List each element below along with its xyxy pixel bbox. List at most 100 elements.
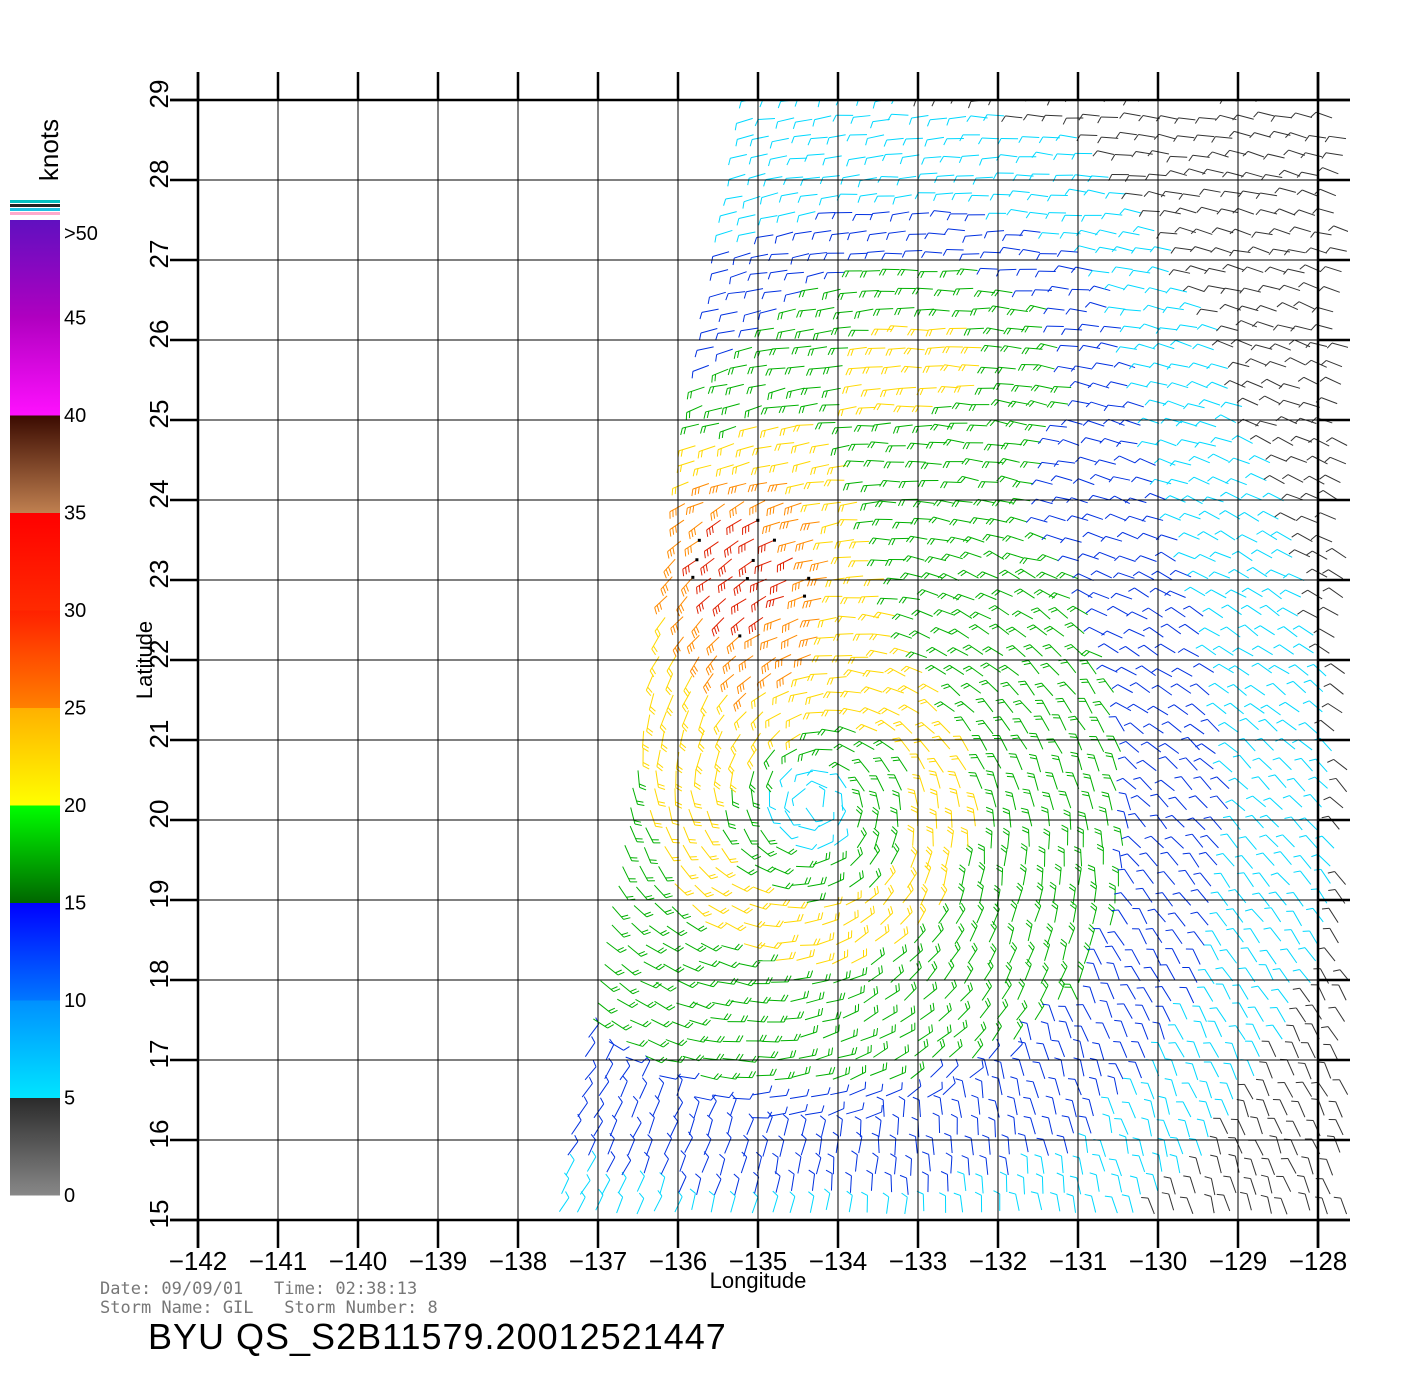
wind-barb xyxy=(1054,863,1062,885)
wind-barb xyxy=(1224,149,1247,156)
wind-barb xyxy=(1319,376,1342,385)
wind-barb xyxy=(657,1077,665,1100)
wind-barb xyxy=(1132,1137,1144,1157)
wind-barb xyxy=(931,922,944,943)
wind-barb xyxy=(893,405,915,413)
lon-tick-label: −141 xyxy=(249,1246,308,1276)
wind-barb xyxy=(1328,1006,1345,1022)
wind-barb xyxy=(1186,570,1209,580)
wind-barb xyxy=(669,519,685,537)
wind-barb xyxy=(982,646,1004,656)
wind-barb xyxy=(866,232,887,242)
wind-barb xyxy=(1240,1059,1255,1077)
wind-barb xyxy=(561,1172,570,1194)
wind-barb xyxy=(1225,1041,1239,1060)
wind-barb xyxy=(887,113,909,121)
wind-barb xyxy=(1209,1007,1227,1023)
wind-barb xyxy=(1292,987,1311,1003)
wind-barb xyxy=(1198,1100,1212,1119)
wind-barb xyxy=(968,624,990,635)
wind-barb xyxy=(1034,682,1054,697)
wind-barb xyxy=(671,1021,694,1029)
wind-barb xyxy=(1261,588,1282,600)
wind-barb xyxy=(727,364,747,376)
wind-barb xyxy=(894,287,916,295)
wind-barb xyxy=(772,1190,779,1213)
wind-barb xyxy=(860,1028,879,1042)
wind-barb xyxy=(665,673,673,696)
wind-barb xyxy=(1135,665,1156,677)
wind-barb xyxy=(1325,547,1347,559)
wind-barb xyxy=(807,346,828,357)
wind-barb xyxy=(767,482,788,493)
wind-barb xyxy=(1194,117,1217,124)
wind-barb xyxy=(789,1088,810,1099)
wind-barb xyxy=(1185,833,1204,848)
wind-barb xyxy=(782,1114,789,1136)
wind-barb xyxy=(735,1071,757,1079)
wind-barb xyxy=(1014,568,1036,579)
wind-barb xyxy=(837,406,857,417)
wind-barb xyxy=(1328,225,1348,232)
wind-barb xyxy=(1121,1194,1134,1213)
wind-barb xyxy=(1080,649,1103,658)
wind-barb xyxy=(832,1066,851,1080)
wind-barb xyxy=(1013,588,1035,599)
wind-barb xyxy=(957,1000,971,1021)
lon-tick-label: −135 xyxy=(729,1246,788,1276)
wind-barb xyxy=(964,214,986,222)
wind-barb xyxy=(1057,681,1076,695)
wind-barb xyxy=(880,365,901,375)
wind-barb xyxy=(689,1018,711,1026)
wind-barb xyxy=(1000,681,1019,696)
wind-barb xyxy=(1293,94,1314,99)
wind-barb xyxy=(1010,1037,1023,1057)
wind-barb xyxy=(925,846,933,869)
lat-tick-label: 19 xyxy=(144,880,174,909)
wind-barb xyxy=(962,234,983,243)
wind-barb xyxy=(722,829,740,845)
wind-barb xyxy=(910,805,919,827)
wind-barb xyxy=(1003,327,1025,335)
wind-barb xyxy=(718,1072,741,1080)
wind-barb xyxy=(890,632,912,639)
wind-barb xyxy=(790,253,810,265)
wind-barb xyxy=(917,172,938,181)
wind-barb xyxy=(727,173,746,187)
wind-barb xyxy=(1193,1020,1207,1038)
wind-barb xyxy=(1243,928,1260,944)
wind-barb xyxy=(766,502,784,517)
wind-barb xyxy=(1001,978,1012,1000)
wind-barb xyxy=(999,1171,1008,1193)
wind-barb xyxy=(1043,939,1051,961)
wind-barb xyxy=(842,384,862,394)
wind-barb xyxy=(1203,816,1222,831)
wind-barb xyxy=(630,1019,652,1028)
wind-barb xyxy=(1041,534,1064,541)
wind-barb xyxy=(949,755,967,771)
wind-barb xyxy=(1255,852,1275,866)
wind-barb xyxy=(1111,865,1119,887)
wind-barb xyxy=(671,481,689,496)
wind-barb xyxy=(1041,791,1054,811)
wind-barb xyxy=(805,692,824,705)
wind-barb xyxy=(712,999,734,1007)
colorbar-label: 25 xyxy=(64,698,86,720)
wind-barb xyxy=(1007,400,1030,408)
wind-barb xyxy=(1040,662,1060,676)
wind-barb xyxy=(1085,608,1108,617)
wind-barb xyxy=(1124,175,1146,182)
wind-barb xyxy=(979,1154,989,1175)
wind-barb xyxy=(1194,420,1217,428)
wind-barb xyxy=(1149,587,1171,597)
wind-barb xyxy=(920,462,942,470)
wind-barb xyxy=(789,1191,796,1213)
wind-barb xyxy=(1097,136,1119,144)
wind-barb xyxy=(1280,1058,1295,1076)
date-time-line: Date: 09/09/01 Time: 02:38:13 xyxy=(100,1279,418,1299)
wind-barb xyxy=(736,676,752,695)
wind-barb xyxy=(1018,680,1035,696)
wind-barb xyxy=(750,789,761,809)
wind-barb xyxy=(1067,400,1090,407)
